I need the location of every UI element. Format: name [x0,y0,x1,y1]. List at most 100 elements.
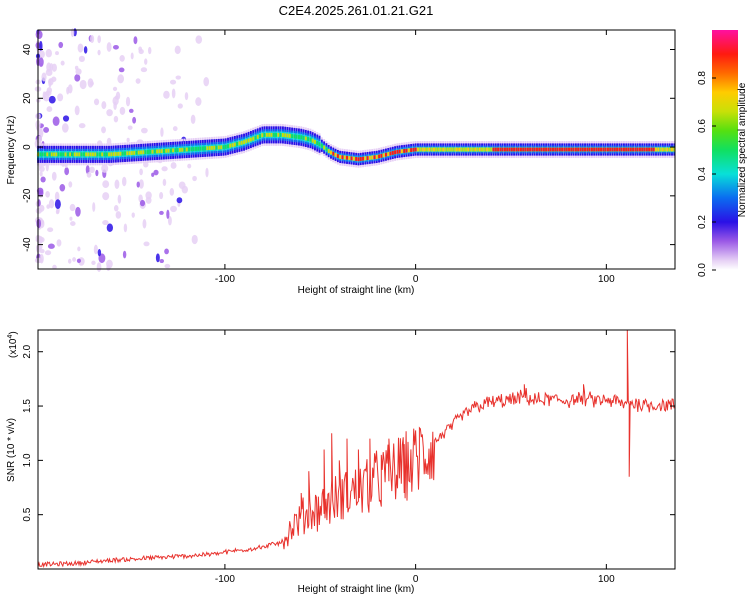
spectrogram-noise-cell [95,169,99,177]
spectrogram-core-cell [490,147,493,152]
spectrogram-core-cell [160,149,163,154]
spectrogram-noise-cell [44,250,52,256]
spectrogram-noise-cell [55,51,59,56]
spectrogram-noise-cell [39,166,45,172]
spectrogram-core-cell [526,147,529,152]
spectrogram-noise-cell [123,223,128,233]
spectrogram-core-cell [483,147,486,152]
snr-y-tick-label: 1.0 [22,453,33,467]
spectrogram-core-cell [117,151,120,156]
spectrogram-noise-cell [54,199,61,210]
spectrogram-y-axis: -40 -20 0 20 40 [22,44,675,252]
spectrogram-core-cell [316,141,319,146]
spectrogram-core-cell [183,147,186,152]
spectrogram-frame [37,29,676,270]
snr-y-axis: 0.5 1.0 1.5 2.0 [22,344,675,522]
spectrogram-core-cell [275,132,278,137]
chart-title: C2E4.2025.261.01.21.G21 [279,3,434,18]
spectrogram-core-cell [536,147,538,152]
spectrogram-x-tick-label: 100 [598,274,615,285]
spectrogram-noise-cell [187,163,192,169]
spectrogram-core-cell [323,145,326,150]
spectrogram-core-cell [245,139,248,144]
spectrogram-noise-cell [121,176,127,187]
spectrogram-noise-cell [169,188,175,196]
spectrogram-noise-cell [102,219,109,226]
spectrogram-core-cell [314,139,316,144]
spectrogram-core-cell [371,155,374,160]
spectrogram-core-cell [89,152,92,157]
spectrogram-core-cell [577,147,580,152]
spectrogram-noise-cell [93,244,98,255]
spectrogram-noise-cell [89,81,94,86]
snr-multiplier: (x104) [7,331,19,358]
spectrogram-core-cell [233,142,236,147]
spectrogram-noise-cell [147,46,152,55]
spectrogram-core-cell [394,150,397,155]
spectrogram-noise-cell [141,127,148,134]
spectrogram-noise-cell [205,167,209,178]
spectrogram-noise-cell [162,178,167,187]
spectrogram-noise-cell [43,127,50,133]
spectrogram-core-cell [396,149,399,154]
colorbar-label: Normalized spectral amplitude [737,82,748,217]
spectrogram-core-cell [636,147,639,152]
spectrogram-noise-cell [45,48,52,58]
spectrogram-core-cell [327,149,330,154]
spectrogram-noise-cell [112,45,119,50]
colorbar-tick-label: 0.4 [697,167,708,181]
spectrogram-core-cell [298,135,300,139]
spectrogram-y-tick-label: -40 [22,237,33,252]
spectrogram-noise-cell [125,96,131,107]
spectrogram-noise-cell [171,88,176,99]
spectrogram-noise-cell [36,218,42,229]
spectrogram-noise-cell [66,86,70,95]
spectrogram-noise-cell [112,86,118,92]
spectrogram-core-cell [632,147,635,152]
spectrogram-core-cell [174,148,177,153]
spectrogram-core-cell [602,147,605,152]
spectrogram-noise-cell [47,243,55,249]
spectrogram-core-cell [249,137,252,142]
spectrogram-core-cell [325,147,328,152]
spectrogram-noise-cell [195,97,202,106]
spectrogram-noise-cell [144,58,148,65]
spectrogram-y-tick-label: 0 [22,144,33,150]
spectrogram-core-cell [581,147,584,152]
spectrogram-noise-cell [70,28,75,38]
spectrogram-noise-cell [77,246,81,252]
spectrogram-core-cell [73,152,76,157]
spectrogram-noise-cell [40,176,46,183]
spectrogram-core-cell [650,147,653,152]
spectrogram-noise-cell [39,171,43,177]
spectrogram-core-cell [435,147,438,152]
spectrogram-core-cell [579,147,582,152]
spectrogram-core-cell [499,147,502,152]
spectrogram-core-cell [421,147,424,152]
spectrogram-noise-cell [45,191,50,198]
spectrogram-noise-cell [86,171,92,178]
spectrogram-core-cell [538,147,541,152]
spectrogram-core-cell [231,143,234,148]
spectrogram-core-cell [540,147,543,152]
spectrogram-noise-cell [35,30,43,39]
spectrogram-core-cell [664,147,667,152]
spectrogram-core-cell [71,152,74,157]
spectrogram-core-cell [558,147,561,152]
spectrogram-noise-cell [159,210,164,215]
spectrogram-core-cell [137,150,140,155]
spectrogram-core-cell [48,152,51,157]
spectrogram-noise-cell [139,168,143,176]
spectrogram-core-cell [268,132,271,137]
spectrogram-core-cell [270,132,273,137]
spectrogram-core-cell [53,152,56,157]
spectrogram-noise-cell [75,206,81,217]
spectrogram-core-cell [478,147,481,152]
spectrogram-noise-cell [118,67,125,73]
spectrogram-core-cell [291,134,294,139]
spectrogram-noise-cell [69,203,76,212]
spectrogram-noise-cell [163,90,170,99]
spectrogram-noise-cell [74,105,80,116]
snr-y-tick-label: 1.5 [22,399,33,413]
spectrogram-noise-cell [106,223,114,232]
